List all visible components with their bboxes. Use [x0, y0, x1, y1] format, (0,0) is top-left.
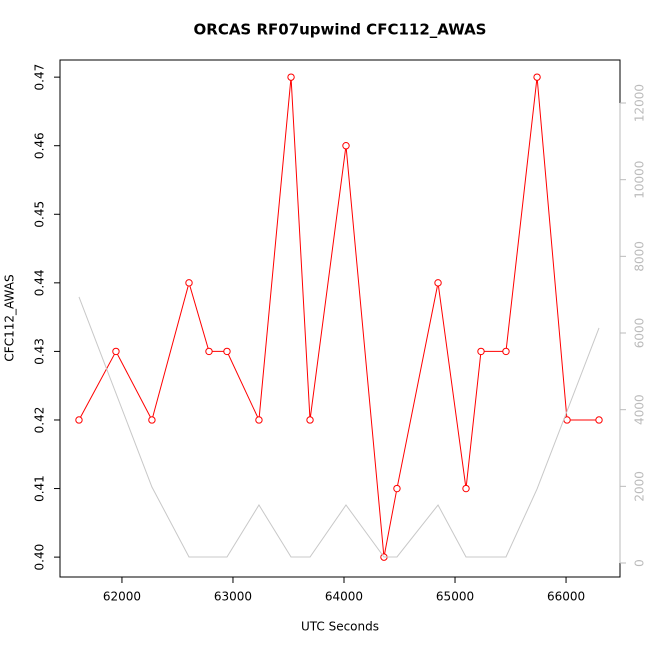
series-line	[78, 296, 600, 558]
point	[462, 484, 470, 493]
x-tick-label: 65000	[436, 590, 474, 604]
x-tick-label: 66000	[547, 590, 585, 604]
point	[223, 347, 231, 356]
y2-tick-label: 2000	[633, 471, 647, 502]
point	[306, 416, 314, 424]
point	[393, 484, 401, 493]
point	[205, 347, 213, 356]
y2-tick-label: 10000	[633, 161, 647, 199]
point	[148, 416, 156, 424]
y2-tick-label: 12000	[633, 84, 647, 122]
y2-tick-label: 6000	[633, 318, 647, 349]
point	[255, 416, 263, 424]
x-tick-label: 62000	[103, 590, 141, 604]
point	[287, 73, 295, 81]
y-tick-label: 0.41	[33, 475, 47, 502]
point	[75, 416, 83, 424]
y-tick-label: 0.46	[33, 132, 47, 159]
point	[185, 279, 193, 287]
point	[502, 347, 510, 356]
y2-tick-label: 0	[633, 559, 647, 567]
x-tick-label: 64000	[325, 590, 363, 604]
series-line	[78, 77, 600, 558]
y-tick-label: 0.43	[33, 338, 47, 365]
point	[533, 73, 541, 81]
point	[112, 347, 120, 356]
y2-tick-label: 4000	[633, 394, 647, 425]
y-tick-label: 0.45	[33, 201, 47, 228]
y2-tick-label: 8000	[633, 241, 647, 272]
y-tick-label: 0.42	[33, 407, 47, 434]
point	[342, 142, 350, 150]
y-axis-label: CFC112_AWAS	[3, 274, 17, 361]
x-axis-label: UTC Seconds	[301, 620, 379, 634]
y-tick-label: 0.47	[33, 64, 47, 91]
chart-title: ORCAS RF07upwind CFC112_AWAS	[194, 21, 487, 39]
y-tick-label: 0.40	[33, 544, 47, 571]
x-tick-label: 63000	[214, 590, 252, 604]
point	[477, 347, 485, 356]
plot-box	[59, 59, 621, 578]
point	[434, 279, 442, 287]
y-tick-label: 0.44	[33, 269, 47, 296]
point	[595, 416, 603, 424]
